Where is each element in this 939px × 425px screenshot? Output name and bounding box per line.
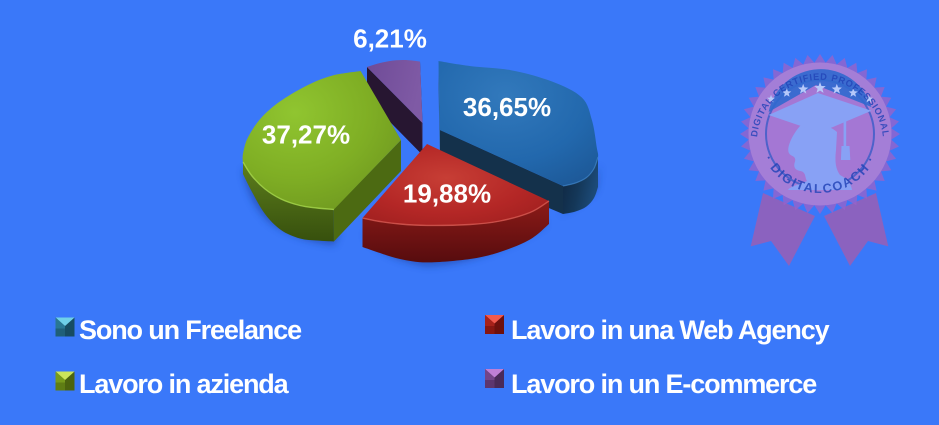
svg-text:19,88%: 19,88% xyxy=(403,179,491,209)
svg-text:6,21%: 6,21% xyxy=(353,24,427,54)
svg-text:Lavoro in azienda: Lavoro in azienda xyxy=(79,369,290,399)
svg-text:Lavoro in una Web Agency: Lavoro in una Web Agency xyxy=(511,315,830,345)
svg-text:Lavoro in un E-commerce: Lavoro in un E-commerce xyxy=(511,369,817,399)
svg-text:Sono un Freelance: Sono un Freelance xyxy=(79,315,302,345)
svg-text:37,27%: 37,27% xyxy=(262,120,350,150)
svg-text:36,65%: 36,65% xyxy=(463,92,551,122)
